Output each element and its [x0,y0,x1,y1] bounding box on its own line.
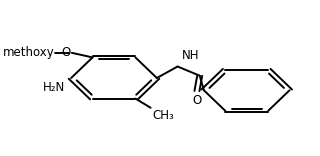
Text: CH₃: CH₃ [152,109,174,122]
Text: O: O [192,94,202,107]
Text: NH: NH [182,49,199,62]
Text: H₂N: H₂N [43,81,66,94]
Text: methoxy: methoxy [3,46,54,59]
Text: O: O [61,46,70,59]
